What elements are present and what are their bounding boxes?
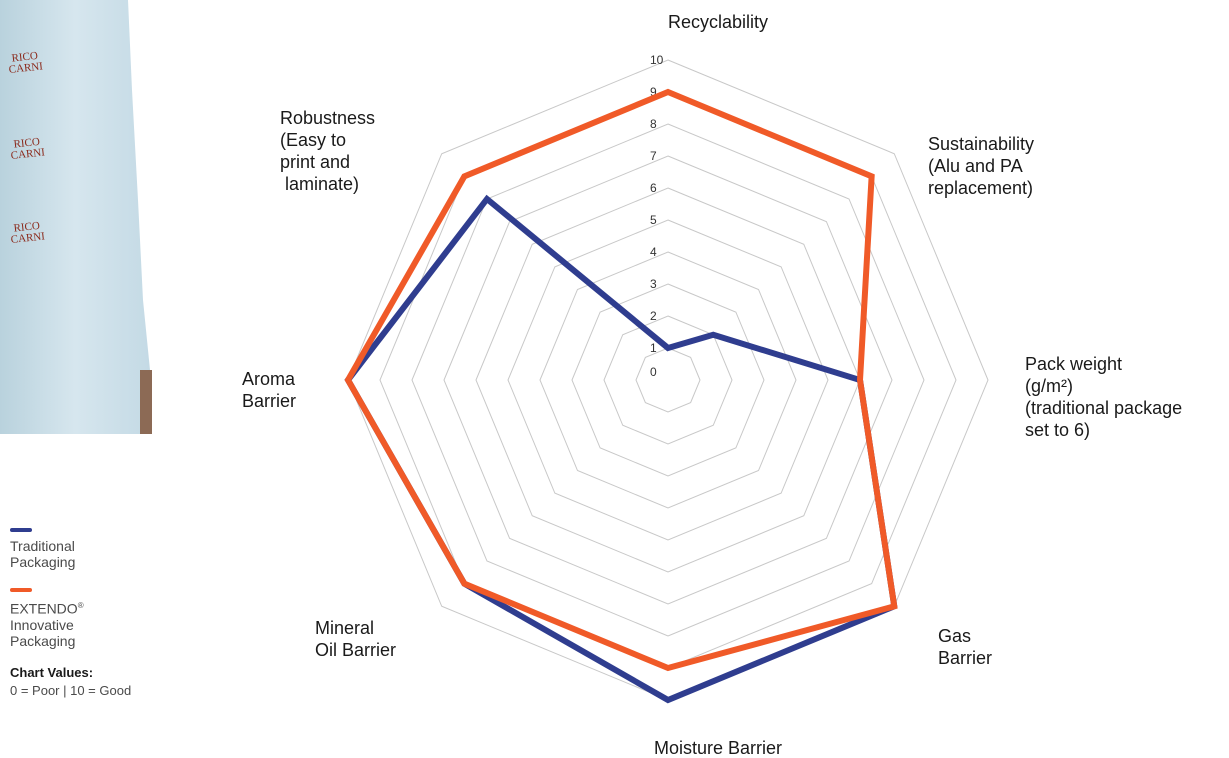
tick-label: 3 (650, 277, 657, 291)
grid-ring (539, 251, 797, 509)
axis-label-line: replacement) (928, 178, 1033, 198)
brand-stamp-text: RICO (13, 136, 40, 151)
tick-label: 1 (650, 341, 657, 355)
brand-stamp-text: CARNI (10, 146, 46, 162)
brand-stamp-text: RICO (11, 50, 38, 65)
axis-label-line: Aroma (242, 369, 296, 389)
axis-label-line: (Alu and PA (928, 156, 1023, 176)
legend-swatch-extendo (10, 588, 32, 592)
axis-label-line: Barrier (938, 648, 992, 668)
axis-label: Recyclability (668, 12, 768, 32)
axis-label: Gas Barrier (938, 626, 992, 668)
axis-label-line: (Easy to (280, 130, 346, 150)
legend-item-traditional: Traditional Packaging (10, 528, 210, 570)
radar-axis-labels: Recyclability Sustainability (Alu and PA re… (242, 12, 1182, 758)
grid-ring (475, 187, 861, 573)
brand-stamp-text: CARNI (10, 230, 46, 246)
chart-values-title: Chart Values: (10, 665, 94, 680)
legend-brand: EXTENDO (10, 600, 78, 617)
axis-label-line: Moisture Barrier (654, 738, 782, 758)
axis-label: Robustness (Easy to print and laminate) (280, 108, 375, 194)
axis-label: Pack weight (g/m²) (traditional package set… (1025, 354, 1182, 440)
axis-label-line: (traditional package (1025, 398, 1182, 418)
grid-ring (507, 219, 829, 541)
legend-label-extendo: EXTENDO® Innovative Packaging (10, 598, 210, 649)
axis-label: Mineral Oil Barrier (315, 618, 396, 660)
tick-label: 8 (650, 117, 657, 131)
axis-label-line: Recyclability (668, 12, 768, 32)
axis-label-line: print and (280, 152, 350, 172)
tick-label: 10 (650, 53, 664, 67)
axis-label-line: Robustness (280, 108, 375, 128)
axis-label-line: Sustainability (928, 134, 1034, 154)
axis-label-line: Barrier (242, 391, 296, 411)
axis-label-line: Pack weight (1025, 354, 1122, 374)
brand-stamp-text: CARNI (8, 60, 44, 76)
tick-label: 4 (650, 245, 657, 259)
axis-label-line: Oil Barrier (315, 640, 396, 660)
legend-swatch-traditional (10, 528, 32, 532)
legend: Traditional Packaging EXTENDO® Innovative… (10, 528, 210, 667)
legend-item-extendo: EXTENDO® Innovative Packaging (10, 588, 210, 649)
legend-trademark: ® (77, 601, 84, 610)
axis-label-line: (g/m²) (1025, 376, 1073, 396)
axis-label-line: Mineral (315, 618, 374, 638)
tick-label: 5 (650, 213, 657, 227)
tick-label: 2 (650, 309, 657, 323)
tick-label: 9 (650, 85, 657, 99)
axis-label: Aroma Barrier (242, 369, 296, 411)
tick-label: 0 (650, 365, 657, 379)
legend-label-traditional: Traditional Packaging (10, 538, 76, 570)
radar-series (344, 88, 898, 704)
grid-ring (603, 315, 733, 445)
axis-label-line: set to 6) (1025, 420, 1090, 440)
brand-stamp-text: RICO (13, 220, 40, 235)
grid-ring (635, 347, 701, 413)
axis-label: Moisture Barrier (654, 738, 782, 758)
series-line-traditional (344, 194, 898, 704)
axis-label-line: laminate) (280, 174, 359, 194)
axis-label-line: Gas (938, 626, 971, 646)
grid-ring (411, 123, 925, 637)
grid-ring (443, 155, 893, 605)
tick-label: 7 (650, 149, 657, 163)
series-line-extendo (344, 88, 898, 672)
legend-brand-rest: Innovative Packaging (10, 616, 76, 649)
chart-values-note: Chart Values: 0 = Poor | 10 = Good (10, 664, 131, 700)
chart-values-text: 0 = Poor | 10 = Good (10, 683, 132, 698)
axis-label: Sustainability (Alu and PA replacement) (928, 134, 1034, 198)
tick-label: 6 (650, 181, 657, 195)
grid-ring (571, 283, 765, 477)
radar-ticks: 0 1 2 3 4 5 6 7 8 9 10 (650, 53, 664, 379)
